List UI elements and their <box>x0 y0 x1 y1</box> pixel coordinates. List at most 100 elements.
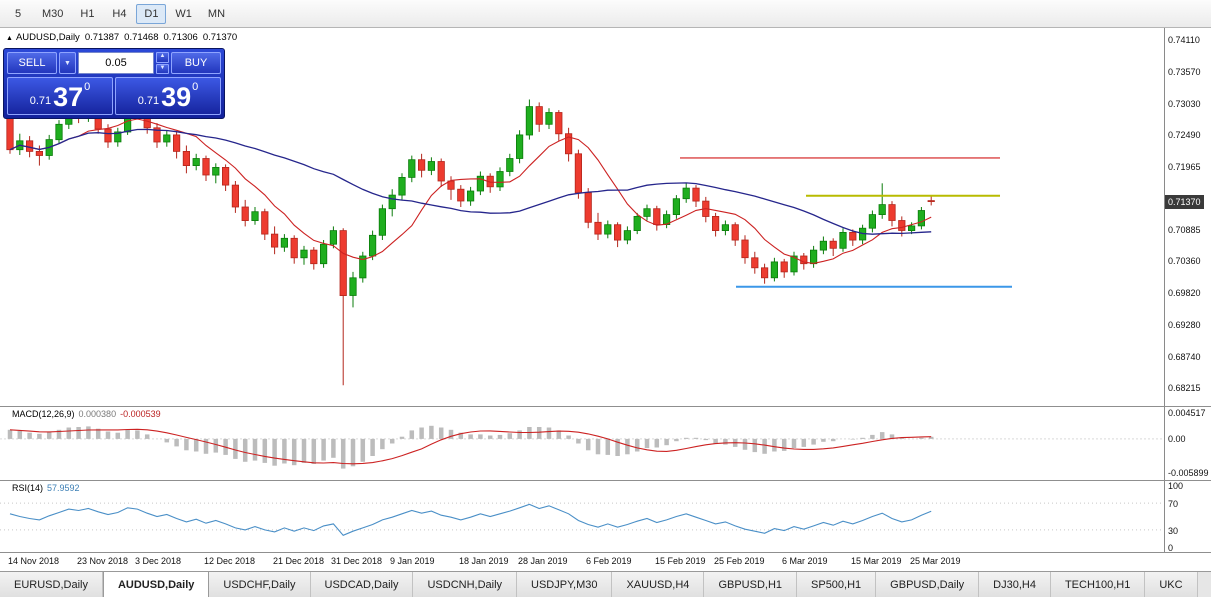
ohlc-open: 0.71387 <box>84 32 120 43</box>
rsi-axis-label: 0 <box>1168 543 1174 553</box>
sell-price-button[interactable]: 0.71 37 0 <box>7 77 113 115</box>
macd-name: MACD(12,26,9) <box>12 409 75 419</box>
time-axis-label: 14 Nov 2018 <box>8 556 60 566</box>
volume-input[interactable] <box>78 52 154 74</box>
price-axis-label: 0.70360 <box>1168 256 1201 266</box>
chart-ohlc-header: ▲ AUDUSD,Daily 0.71387 0.71468 0.71306 0.7137… <box>6 32 237 43</box>
macd-svg <box>0 407 1164 480</box>
timeframe-button-h4[interactable]: H4 <box>112 7 127 20</box>
sell-price-big: 37 <box>53 82 84 112</box>
time-axis-label: 3 Dec 2018 <box>135 556 182 566</box>
macd-signal-value: -0.000539 <box>120 409 161 419</box>
volume-up-icon[interactable]: ▲ <box>156 52 169 63</box>
rsi-label: RSI(14) 57.9592 <box>12 483 80 493</box>
price-chart-plot[interactable]: ▲ AUDUSD,Daily 0.71387 0.71468 0.71306 0.7137… <box>0 28 1164 406</box>
timeframe-button-m30[interactable]: M30 <box>42 7 64 20</box>
chart-tab-ukc[interactable]: UKC <box>1145 572 1198 597</box>
rsi-axis-label: 100 <box>1168 481 1184 491</box>
buy-button[interactable]: BUY <box>171 52 221 74</box>
buy-price-big: 39 <box>161 82 192 112</box>
timeframe-button-w1[interactable]: W1 <box>175 7 192 20</box>
timeframe-button-mn[interactable]: MN <box>207 7 226 20</box>
macd-axis-label: 0.004517 <box>1168 408 1206 418</box>
price-axis-label: 0.74110 <box>1168 35 1200 45</box>
symbol-title: AUDUSD,Daily <box>15 32 80 43</box>
macd-label: MACD(12,26,9) 0.000380 -0.000539 <box>12 409 161 419</box>
time-axis-label: 12 Dec 2018 <box>204 556 256 566</box>
chart-tab-audusd-daily[interactable]: AUDUSD,Daily <box>102 572 210 597</box>
chart-tab-xauusd-h4[interactable]: XAUUSD,H4 <box>612 572 705 597</box>
time-axis[interactable]: 14 Nov 2018 23 Nov 2018 3 Dec 2018 12 Dec 2… <box>0 553 1211 571</box>
price-axis-label: 0.72490 <box>1168 130 1201 140</box>
time-axis-label: 18 Jan 2019 <box>459 556 509 566</box>
price-panel: ▲ AUDUSD,Daily 0.71387 0.71468 0.71306 0.7137… <box>0 28 1211 407</box>
price-axis-label: 0.69280 <box>1168 320 1201 330</box>
price-axis-label: 0.69820 <box>1168 288 1201 298</box>
buy-price-sup: 0 <box>192 81 199 93</box>
rsi-value: 57.9592 <box>47 483 80 493</box>
rsi-svg <box>0 481 1164 552</box>
sell-price-prefix: 0.71 <box>29 95 52 107</box>
volume-down-icon[interactable]: ▼ <box>156 63 169 74</box>
chart-tab-usdcnh-daily[interactable]: USDCNH,Daily <box>413 572 518 597</box>
volume-dropdown-icon[interactable]: ▼ <box>59 52 76 74</box>
time-axis-label: 31 Dec 2018 <box>331 556 383 566</box>
time-axis-label: 28 Jan 2019 <box>518 556 568 566</box>
time-axis-label: 6 Mar 2019 <box>782 556 828 566</box>
time-axis-label: 25 Feb 2019 <box>714 556 765 566</box>
buy-price-prefix: 0.71 <box>137 95 160 107</box>
time-axis-label: 15 Mar 2019 <box>851 556 902 566</box>
price-axis-label: 0.70885 <box>1168 225 1201 235</box>
sell-price-sup: 0 <box>84 81 91 93</box>
sell-button[interactable]: SELL <box>7 52 57 74</box>
price-axis-label: 0.73570 <box>1168 67 1201 77</box>
timeframe-button-5[interactable]: 5 <box>14 7 22 20</box>
time-axis-label: 23 Nov 2018 <box>77 556 129 566</box>
macd-axis-label: -0.005899 <box>1168 468 1209 478</box>
timeframe-toolbar: 5 M30 H1 H4 D1 W1 MN <box>0 0 1211 28</box>
rsi-plot[interactable]: RSI(14) 57.9592 <box>0 481 1164 552</box>
macd-plot[interactable]: MACD(12,26,9) 0.000380 -0.000539 <box>0 407 1164 480</box>
ohlc-high: 0.71468 <box>124 32 159 43</box>
time-axis-label: 25 Mar 2019 <box>910 556 961 566</box>
price-axis-label: 0.73030 <box>1168 99 1201 109</box>
chart-tab-dj30-h4[interactable]: DJ30,H4 <box>979 572 1051 597</box>
chart-tab-gbpusd-h1[interactable]: GBPUSD,H1 <box>704 572 798 597</box>
time-axis-label: 9 Jan 2019 <box>390 556 435 566</box>
chart-window: ▲ AUDUSD,Daily 0.71387 0.71468 0.71306 0.7137… <box>0 28 1211 571</box>
price-axis-label: 0.68740 <box>1168 352 1201 362</box>
macd-axis-label: 0.00 <box>1168 434 1186 444</box>
rsi-axis-label: 30 <box>1168 526 1179 536</box>
chart-tab-tech100-h1[interactable]: TECH100,H1 <box>1050 572 1146 597</box>
timeframe-button-h1[interactable]: H1 <box>80 7 95 20</box>
price-axis[interactable]: 0.74110 0.73570 0.73030 0.72490 0.71965 0.708… <box>1164 28 1211 406</box>
rsi-panel: RSI(14) 57.9592 100 70 30 0 <box>0 481 1211 553</box>
rsi-axis-label: 70 <box>1168 499 1179 509</box>
timeframe-button-d1[interactable]: D1 <box>136 3 167 24</box>
rsi-axis: 100 70 30 0 <box>1164 481 1211 553</box>
ohlc-close: 0.71370 <box>202 32 238 43</box>
volume-stepper: ▲ ▼ <box>156 52 169 74</box>
time-axis-label: 21 Dec 2018 <box>273 556 325 566</box>
time-axis-label: 6 Feb 2019 <box>586 556 632 566</box>
price-axis-label: 0.71965 <box>1168 162 1201 172</box>
collapse-trade-panel-icon[interactable]: ▲ <box>6 35 13 42</box>
macd-main-value: 0.000380 <box>78 409 117 419</box>
macd-axis: 0.004517 0.00 -0.005899 <box>1164 407 1211 480</box>
chart-tab-usdjpy-m30[interactable]: USDJPY,M30 <box>517 572 613 597</box>
macd-panel: MACD(12,26,9) 0.000380 -0.000539 0.004517 0… <box>0 407 1211 481</box>
ohlc-low: 0.71306 <box>163 32 198 43</box>
chart-tab-usdchf-daily[interactable]: USDCHF,Daily <box>209 572 311 597</box>
chart-tab-eurusd-daily[interactable]: EURUSD,Daily <box>0 572 103 597</box>
chart-tab-gbpusd-daily[interactable]: GBPUSD,Daily <box>876 572 980 597</box>
price-chart-svg <box>0 28 1164 406</box>
current-price-tag: 0.71370 <box>1165 195 1204 209</box>
chart-tab-usdcad-daily[interactable]: USDCAD,Daily <box>310 572 414 597</box>
time-axis-label: 15 Feb 2019 <box>655 556 706 566</box>
rsi-name: RSI(14) <box>12 483 44 493</box>
price-axis-label: 0.68215 <box>1168 383 1201 393</box>
buy-price-button[interactable]: 0.71 39 0 <box>115 77 221 115</box>
chart-tabbar: EURUSD,Daily AUDUSD,Daily USDCHF,Daily USDC… <box>0 571 1211 597</box>
chart-tab-sp500-h1[interactable]: SP500,H1 <box>797 572 877 597</box>
